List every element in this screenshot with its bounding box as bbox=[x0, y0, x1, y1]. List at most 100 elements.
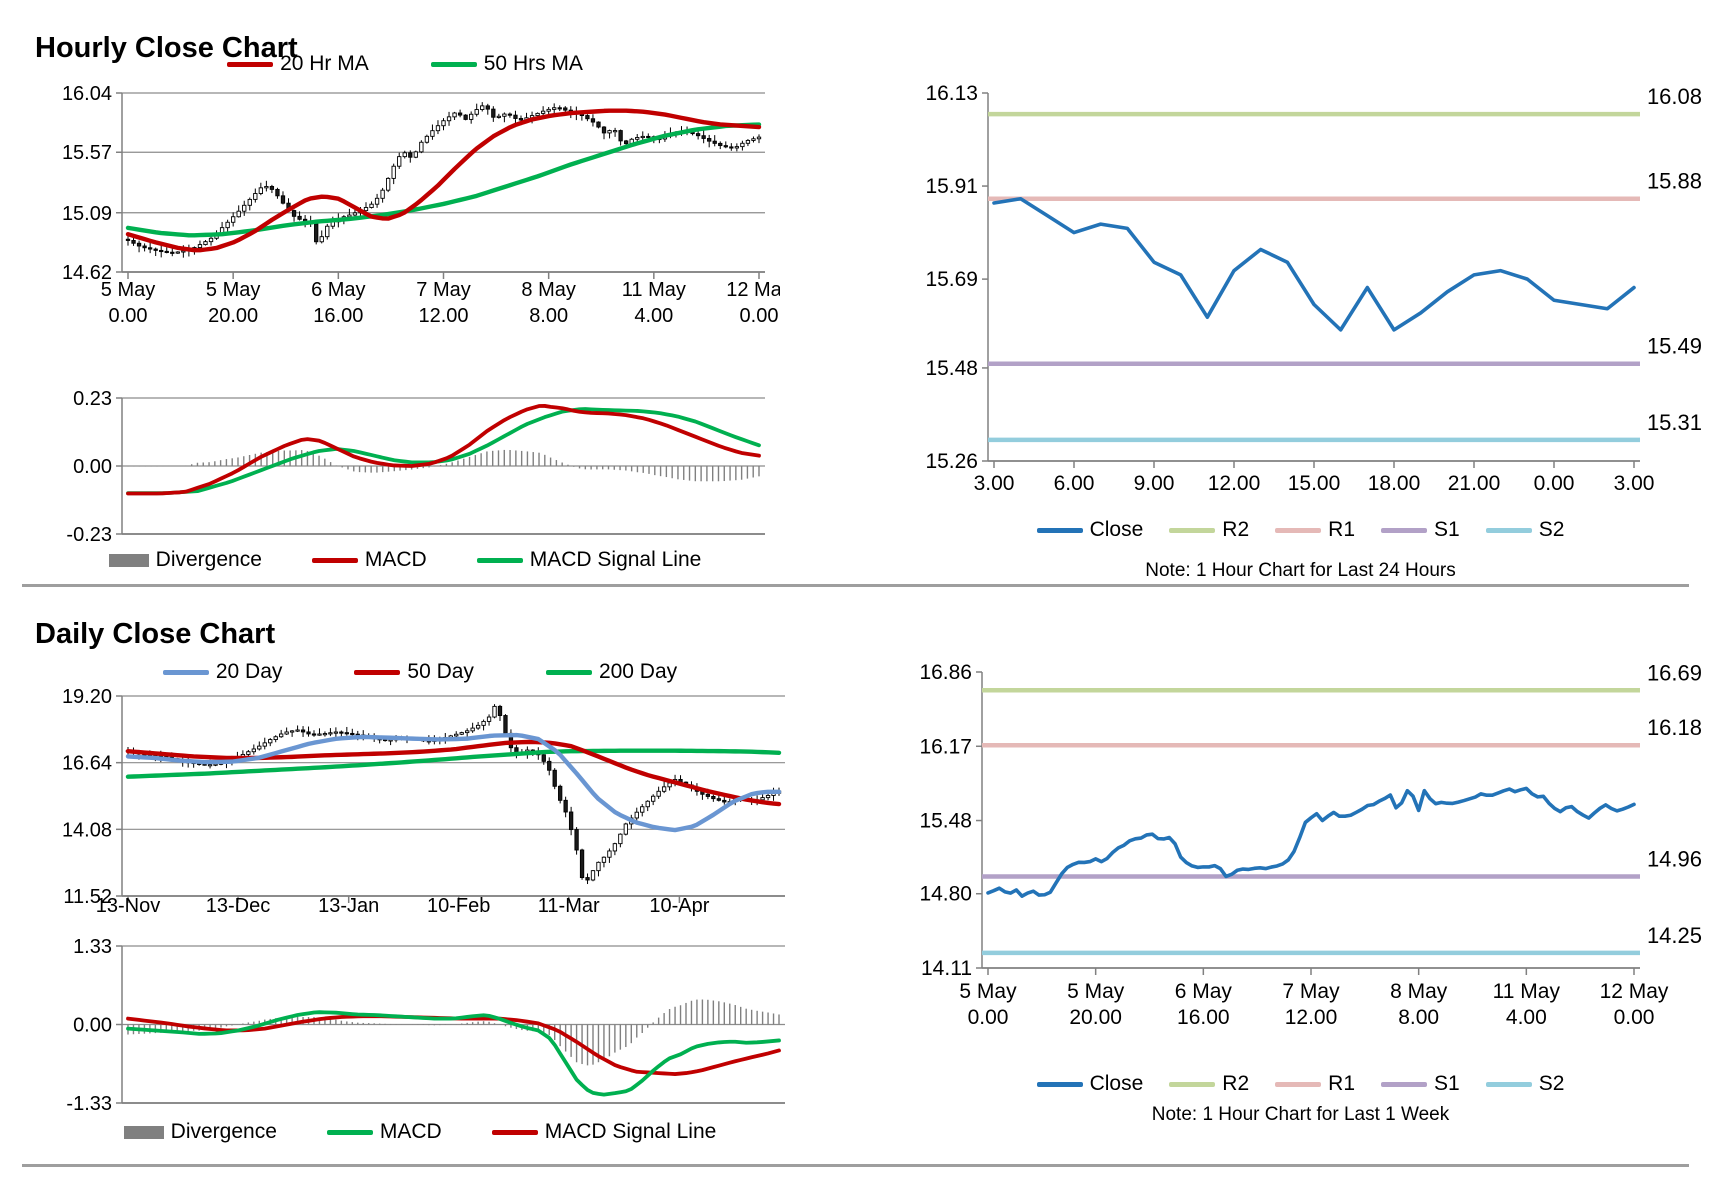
svg-text:12 May: 12 May bbox=[1600, 980, 1669, 1003]
daily-sr-chart: 16.86 16.17 15.48 14.80 14.11 5 May 0.00 5 May 2… bbox=[890, 650, 1711, 1120]
legend-label: MACD bbox=[379, 1120, 442, 1143]
svg-text:0.00: 0.00 bbox=[968, 1006, 1009, 1029]
hourly-macd-canvas: 0.23 0.00 -0.23 bbox=[66, 388, 765, 546]
svg-text:0.00: 0.00 bbox=[740, 305, 779, 327]
legend-item-r2: R2 bbox=[1169, 518, 1249, 542]
svg-text:16.00: 16.00 bbox=[313, 305, 363, 327]
svg-text:15.88: 15.88 bbox=[1647, 169, 1702, 194]
legend-item-r1: R1 bbox=[1275, 1072, 1355, 1096]
ma20-swatch bbox=[227, 61, 274, 67]
legend-item-200day: 200 Day bbox=[545, 660, 678, 684]
macd-swatch bbox=[326, 1129, 373, 1135]
svg-text:10-Apr: 10-Apr bbox=[649, 895, 709, 917]
hourly-sr-chart: 16.13 15.91 15.69 15.48 15.26 3.00 6.00 9.00 12.… bbox=[890, 60, 1711, 510]
section-divider bbox=[22, 584, 1689, 587]
svg-text:15.48: 15.48 bbox=[919, 810, 972, 833]
legend-item-20day: 20 Day bbox=[162, 660, 283, 684]
svg-text:15.31: 15.31 bbox=[1647, 410, 1702, 435]
svg-text:0.00: 0.00 bbox=[73, 1015, 112, 1037]
svg-text:6 May: 6 May bbox=[1175, 980, 1233, 1003]
svg-text:11 May: 11 May bbox=[622, 279, 686, 301]
svg-text:13-Nov: 13-Nov bbox=[96, 895, 160, 917]
svg-text:15.48: 15.48 bbox=[925, 357, 978, 380]
legend-label: S1 bbox=[1434, 1072, 1460, 1095]
svg-text:0.00: 0.00 bbox=[1614, 1006, 1655, 1029]
daily-macd-legend: Divergence MACD MACD Signal Line bbox=[30, 1120, 810, 1144]
daily-price-legend: 20 Day 50 Day 200 Day bbox=[30, 660, 810, 684]
svg-text:15.69: 15.69 bbox=[925, 268, 978, 291]
svg-text:1.33: 1.33 bbox=[73, 936, 112, 958]
legend-item-macd: MACD bbox=[311, 548, 427, 572]
legend-item-divergence: Divergence bbox=[108, 548, 262, 572]
r1-swatch bbox=[1275, 1081, 1322, 1087]
legend-item-divergence: Divergence bbox=[123, 1120, 277, 1144]
r2-swatch bbox=[1169, 527, 1216, 533]
svg-text:14.11: 14.11 bbox=[921, 957, 972, 980]
svg-text:15.91: 15.91 bbox=[925, 175, 978, 198]
hourly-price-chart: 16.04 15.57 15.09 14.62 5 May 0.00 5 May 20.00 6… bbox=[30, 45, 792, 340]
legend-label: 50 Hrs MA bbox=[483, 52, 583, 75]
svg-text:11-Mar: 11-Mar bbox=[538, 895, 600, 917]
svg-text:0.00: 0.00 bbox=[73, 456, 112, 478]
svg-text:-1.33: -1.33 bbox=[66, 1093, 112, 1115]
r2-swatch bbox=[1169, 1081, 1216, 1087]
svg-text:20.00: 20.00 bbox=[1069, 1006, 1122, 1029]
svg-text:4.00: 4.00 bbox=[1506, 1006, 1547, 1029]
hourly-price-legend: 20 Hr MA 50 Hrs MA bbox=[30, 52, 780, 76]
svg-text:19.20: 19.20 bbox=[62, 686, 112, 708]
svg-text:14.96: 14.96 bbox=[1647, 847, 1702, 872]
macd-signal-swatch bbox=[491, 1129, 538, 1135]
svg-text:12.00: 12.00 bbox=[418, 305, 468, 327]
svg-text:15.49: 15.49 bbox=[1647, 334, 1702, 359]
macd-signal-swatch bbox=[476, 557, 523, 563]
svg-text:16.00: 16.00 bbox=[1177, 1006, 1230, 1029]
ma200-day-swatch bbox=[545, 669, 592, 675]
s1-swatch bbox=[1381, 1081, 1428, 1087]
legend-label: 200 Day bbox=[598, 660, 678, 683]
svg-text:9.00: 9.00 bbox=[1134, 472, 1175, 495]
svg-text:16.04: 16.04 bbox=[62, 83, 112, 105]
s2-swatch bbox=[1485, 1081, 1532, 1087]
hourly-sr-legend: Close R2 R1 S1 S2 bbox=[890, 518, 1711, 542]
legend-label: MACD bbox=[364, 548, 427, 571]
ma50-swatch bbox=[430, 61, 477, 67]
svg-text:16.08: 16.08 bbox=[1647, 84, 1702, 109]
legend-label: S2 bbox=[1538, 518, 1565, 541]
legend-label: Divergence bbox=[170, 1120, 277, 1143]
r1-swatch bbox=[1275, 527, 1322, 533]
svg-text:12.00: 12.00 bbox=[1285, 1006, 1338, 1029]
svg-text:13-Dec: 13-Dec bbox=[206, 895, 270, 917]
s1-swatch bbox=[1381, 527, 1428, 533]
svg-text:10-Feb: 10-Feb bbox=[427, 895, 490, 917]
legend-label: MACD Signal Line bbox=[544, 1120, 717, 1143]
svg-text:5 May: 5 May bbox=[1067, 980, 1125, 1003]
daily-section-title: Daily Close Chart bbox=[35, 618, 276, 651]
legend-item-macd-signal: MACD Signal Line bbox=[476, 548, 701, 572]
svg-text:14.08: 14.08 bbox=[62, 819, 112, 841]
daily-macd-chart: 1.33 0.00 -1.33 bbox=[30, 935, 810, 1115]
svg-text:16.17: 16.17 bbox=[919, 735, 972, 758]
svg-text:8.00: 8.00 bbox=[1398, 1006, 1439, 1029]
svg-text:5 May: 5 May bbox=[101, 279, 155, 301]
ma50-day-swatch bbox=[354, 669, 401, 675]
hourly-macd-legend: Divergence MACD MACD Signal Line bbox=[30, 548, 780, 572]
legend-item-macd-signal: MACD Signal Line bbox=[491, 1120, 717, 1144]
hourly-section-title: Hourly Close Chart bbox=[35, 32, 298, 65]
legend-item-20hr-ma: 20 Hr MA bbox=[227, 52, 369, 76]
svg-text:5 May: 5 May bbox=[206, 279, 260, 301]
svg-text:16.18: 16.18 bbox=[1647, 715, 1702, 740]
legend-item-50hr-ma: 50 Hrs MA bbox=[430, 52, 583, 76]
svg-text:8.00: 8.00 bbox=[529, 305, 568, 327]
hourly-macd-chart: 0.23 0.00 -0.23 bbox=[30, 385, 780, 546]
legend-label: 50 Day bbox=[407, 660, 474, 683]
svg-text:12.00: 12.00 bbox=[1208, 472, 1261, 495]
svg-text:11.52: 11.52 bbox=[63, 886, 112, 908]
legend-label: 20 Day bbox=[215, 660, 283, 683]
close-swatch bbox=[1036, 1081, 1083, 1087]
legend-item-r2: R2 bbox=[1169, 1072, 1249, 1096]
legend-item-s1: S1 bbox=[1381, 518, 1460, 542]
svg-text:21.00: 21.00 bbox=[1448, 472, 1501, 495]
legend-label: Divergence bbox=[155, 548, 262, 571]
legend-label: Close bbox=[1089, 518, 1144, 541]
legend-label: R2 bbox=[1222, 1072, 1250, 1095]
